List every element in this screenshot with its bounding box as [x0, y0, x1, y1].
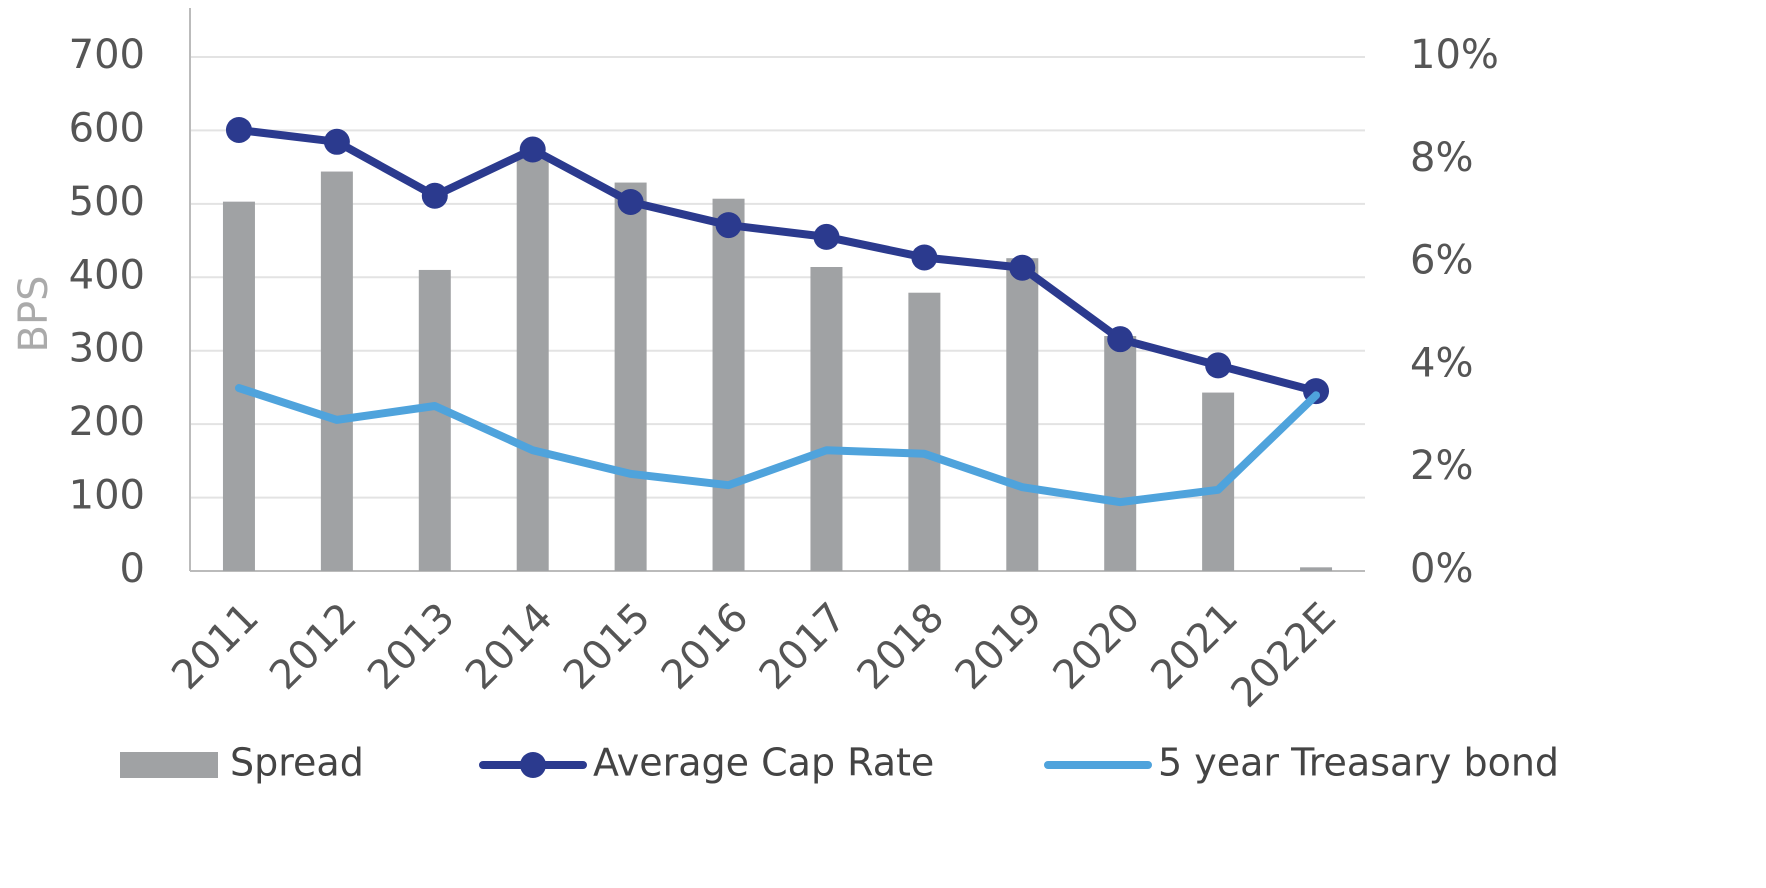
marker [1107, 326, 1134, 353]
marker [225, 116, 252, 143]
x-tick-label: 2015 [555, 594, 660, 699]
bar [712, 198, 745, 571]
x-tick-label: 2019 [947, 594, 1052, 699]
marker [519, 136, 546, 163]
y-tick-label: 500 [69, 179, 145, 225]
y-axis-label: BPS [11, 276, 57, 353]
marker [617, 188, 644, 215]
marker [323, 128, 350, 155]
bar [908, 292, 941, 571]
x-tick-label: 2017 [751, 594, 856, 699]
bar [1104, 336, 1137, 571]
x-tick-label: 2018 [849, 594, 954, 699]
y2-tick-label: 0% [1410, 546, 1473, 592]
y-tick-label: 200 [69, 399, 145, 445]
legend-label: 5 year Treasary bond [1158, 741, 1559, 785]
marker [421, 182, 448, 209]
y2-tick-label: 2% [1410, 443, 1473, 489]
y-tick-label: 300 [69, 326, 145, 372]
y2-tick-label: 8% [1410, 135, 1473, 181]
legend-marker [520, 752, 546, 778]
y-tick-label: 600 [69, 105, 145, 151]
bar [810, 267, 843, 571]
legend-label: Average Cap Rate [593, 741, 934, 785]
x-tick-label: 2014 [457, 594, 562, 699]
bar [1006, 258, 1039, 571]
x-tick-label: 2011 [163, 594, 268, 699]
bar [320, 171, 353, 571]
x-tick-label: 2022E [1223, 594, 1345, 716]
y2-tick-label: 4% [1410, 340, 1473, 386]
x-tick-label: 2012 [261, 594, 366, 699]
marker [911, 244, 938, 271]
bar [516, 154, 549, 571]
marker [1205, 352, 1232, 379]
x-tick-label: 2016 [653, 594, 758, 699]
bar [418, 269, 451, 571]
y2-tick-label: 10% [1410, 32, 1499, 78]
y-tick-label: 700 [69, 32, 145, 78]
legend-swatch [120, 752, 218, 778]
bar [614, 182, 647, 571]
marker [1009, 254, 1036, 281]
y-tick-label: 100 [69, 473, 145, 519]
line [234, 384, 1321, 507]
marker [813, 223, 840, 250]
y-tick-label: 400 [69, 252, 145, 298]
bar [1300, 567, 1333, 571]
x-tick-label: 2020 [1045, 594, 1150, 699]
y-tick-label: 0 [120, 546, 145, 592]
marker [715, 212, 742, 239]
legend-label: Spread [230, 741, 364, 785]
x-tick-label: 2013 [359, 594, 464, 699]
line [234, 125, 1321, 396]
y2-tick-label: 6% [1410, 238, 1473, 284]
